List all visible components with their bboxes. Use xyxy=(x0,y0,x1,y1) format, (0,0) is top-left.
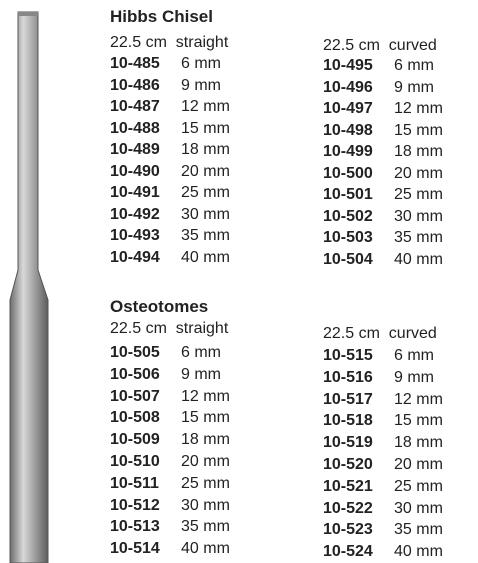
item-size: 6 mm xyxy=(394,57,434,75)
item-size: 40 mm xyxy=(394,543,443,561)
item-size: 30 mm xyxy=(394,500,443,518)
item-code: 10-508 xyxy=(110,409,160,427)
item-code: 10-515 xyxy=(323,347,373,365)
column-subtitle: 22.5 cm straight xyxy=(110,34,228,52)
item-size: 12 mm xyxy=(394,100,443,118)
item-size: 35 mm xyxy=(394,229,443,247)
item-code: 10-514 xyxy=(110,540,160,558)
item-code: 10-511 xyxy=(110,475,159,493)
item-code: 10-495 xyxy=(323,57,373,75)
item-size: 20 mm xyxy=(181,453,230,471)
item-size: 15 mm xyxy=(394,412,443,430)
item-code: 10-498 xyxy=(323,122,373,140)
catalog-page: Hibbs Chisel 22.5 cm straight 10-485 6 mm 10… xyxy=(0,0,478,563)
item-code: 10-490 xyxy=(110,163,160,181)
column-subtitle: 22.5 cm straight xyxy=(110,320,228,338)
item-code: 10-516 xyxy=(323,369,373,387)
item-code: 10-502 xyxy=(323,208,373,226)
item-code: 10-491 xyxy=(110,184,160,202)
item-code: 10-523 xyxy=(323,521,373,539)
item-code: 10-510 xyxy=(110,453,160,471)
item-code: 10-504 xyxy=(323,251,373,269)
item-code: 10-519 xyxy=(323,434,373,452)
item-size: 6 mm xyxy=(181,344,221,362)
item-size: 30 mm xyxy=(181,206,230,224)
item-code: 10-518 xyxy=(323,412,373,430)
item-code: 10-493 xyxy=(110,227,160,245)
item-size: 18 mm xyxy=(394,434,443,452)
item-size: 20 mm xyxy=(394,165,443,183)
item-size: 6 mm xyxy=(394,347,434,365)
item-code: 10-505 xyxy=(110,344,160,362)
item-size: 40 mm xyxy=(181,540,230,558)
section-title: Hibbs Chisel xyxy=(110,8,213,26)
item-size: 30 mm xyxy=(181,497,230,515)
item-size: 40 mm xyxy=(394,251,443,269)
item-size: 20 mm xyxy=(181,163,230,181)
item-code: 10-496 xyxy=(323,79,373,97)
item-code: 10-485 xyxy=(110,55,160,73)
item-code: 10-522 xyxy=(323,500,373,518)
item-size: 12 mm xyxy=(181,388,230,406)
item-code: 10-512 xyxy=(110,497,160,515)
column-subtitle: 22.5 cm curved xyxy=(323,325,437,343)
item-size: 18 mm xyxy=(181,141,230,159)
item-size: 35 mm xyxy=(181,518,230,536)
section-title: Osteotomes xyxy=(110,298,208,316)
item-code: 10-500 xyxy=(323,165,373,183)
item-size: 9 mm xyxy=(394,79,434,97)
item-size: 35 mm xyxy=(394,521,443,539)
item-code: 10-492 xyxy=(110,206,160,224)
item-size: 12 mm xyxy=(181,98,230,116)
item-size: 18 mm xyxy=(181,431,230,449)
item-code: 10-501 xyxy=(323,186,373,204)
item-code: 10-521 xyxy=(323,478,373,496)
item-code: 10-524 xyxy=(323,543,373,561)
item-size: 25 mm xyxy=(181,184,230,202)
item-size: 25 mm xyxy=(394,478,443,496)
item-code: 10-488 xyxy=(110,120,160,138)
item-size: 25 mm xyxy=(181,475,230,493)
item-code: 10-509 xyxy=(110,431,160,449)
item-size: 15 mm xyxy=(181,409,230,427)
item-size: 15 mm xyxy=(181,120,230,138)
instrument-image xyxy=(0,0,60,563)
item-code: 10-499 xyxy=(323,143,373,161)
item-size: 25 mm xyxy=(394,186,443,204)
item-code: 10-506 xyxy=(110,366,160,384)
item-code: 10-503 xyxy=(323,229,373,247)
item-size: 35 mm xyxy=(181,227,230,245)
item-code: 10-513 xyxy=(110,518,160,536)
item-size: 20 mm xyxy=(394,456,443,474)
item-code: 10-507 xyxy=(110,388,160,406)
item-code: 10-489 xyxy=(110,141,160,159)
item-size: 9 mm xyxy=(181,366,221,384)
item-size: 9 mm xyxy=(394,369,434,387)
item-code: 10-497 xyxy=(323,100,373,118)
item-size: 30 mm xyxy=(394,208,443,226)
item-size: 9 mm xyxy=(181,77,221,95)
item-size: 12 mm xyxy=(394,391,443,409)
column-subtitle: 22.5 cm curved xyxy=(323,37,437,55)
item-code: 10-520 xyxy=(323,456,373,474)
item-size: 15 mm xyxy=(394,122,443,140)
item-code: 10-517 xyxy=(323,391,373,409)
item-code: 10-486 xyxy=(110,77,160,95)
item-code: 10-487 xyxy=(110,98,160,116)
item-size: 18 mm xyxy=(394,143,443,161)
item-size: 40 mm xyxy=(181,249,230,267)
item-size: 6 mm xyxy=(181,55,221,73)
item-code: 10-494 xyxy=(110,249,160,267)
